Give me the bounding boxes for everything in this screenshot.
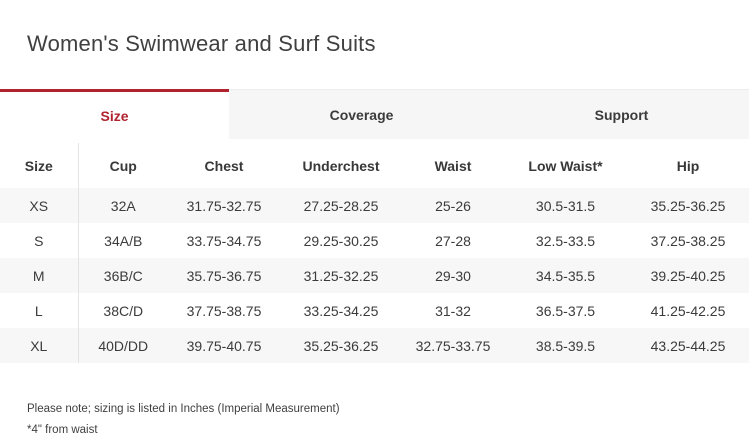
column-header-chest: Chest <box>204 157 244 174</box>
cell-hip: 43.25-44.25 <box>650 337 726 354</box>
table-row-xs: XS 32A 31.75-32.75 27.25-28.25 25-26 30.… <box>0 188 749 223</box>
column-header-cup: Cup <box>109 157 137 174</box>
column-header-waist: Waist <box>434 157 472 174</box>
cell-hip: 41.25-42.25 <box>650 302 726 319</box>
footnotes: Please note; sizing is listed in Inches … <box>27 399 749 440</box>
tab-bar: Size Coverage Support <box>0 89 749 139</box>
cell-cup: 38C/D <box>103 302 144 319</box>
tab-coverage[interactable]: Coverage <box>229 89 494 139</box>
table-header-row: Size Cup Chest Underchest Waist Low Wais… <box>0 143 749 188</box>
note-units: Please note; sizing is listed in Inches … <box>27 403 340 415</box>
note-low-waist: *4" from waist <box>27 424 98 436</box>
cell-underchest: 31.25-32.25 <box>303 267 379 284</box>
table-row-m: M 36B/C 35.75-36.75 31.25-32.25 29-30 34… <box>0 258 749 293</box>
tab-support[interactable]: Support <box>494 89 749 139</box>
column-header-size: Size <box>0 143 79 188</box>
cell-chest: 33.75-34.75 <box>186 232 262 249</box>
size-chart-table: Size Cup Chest Underchest Waist Low Wais… <box>0 143 749 363</box>
cell-underchest: 35.25-36.25 <box>303 337 379 354</box>
cell-chest: 35.75-36.75 <box>186 267 262 284</box>
cell-chest: 39.75-40.75 <box>186 337 262 354</box>
column-header-hip: Hip <box>676 157 700 174</box>
cell-size: XS <box>0 188 79 223</box>
table-row-s: S 34A/B 33.75-34.75 29.25-30.25 27-28 32… <box>0 223 749 258</box>
cell-hip: 37.25-38.25 <box>650 232 726 249</box>
cell-low-waist: 38.5-39.5 <box>535 337 596 354</box>
cell-size: M <box>0 258 79 293</box>
cell-cup: 32A <box>110 197 136 214</box>
cell-size: XL <box>0 328 79 363</box>
cell-underchest: 27.25-28.25 <box>303 197 379 214</box>
tab-size[interactable]: Size <box>0 89 229 139</box>
cell-waist: 25-26 <box>435 197 471 214</box>
cell-low-waist: 36.5-37.5 <box>535 302 596 319</box>
column-header-low-waist: Low Waist* <box>528 157 603 174</box>
cell-size: L <box>0 293 79 328</box>
cell-cup: 40D/DD <box>98 337 149 354</box>
cell-underchest: 33.25-34.25 <box>303 302 379 319</box>
cell-underchest: 29.25-30.25 <box>303 232 379 249</box>
cell-low-waist: 30.5-31.5 <box>535 197 596 214</box>
cell-low-waist: 32.5-33.5 <box>535 232 596 249</box>
cell-cup: 36B/C <box>103 267 143 284</box>
column-header-underchest: Underchest <box>302 157 380 174</box>
cell-chest: 37.75-38.75 <box>186 302 262 319</box>
cell-waist: 29-30 <box>435 267 471 284</box>
cell-cup: 34A/B <box>104 232 143 249</box>
cell-hip: 35.25-36.25 <box>650 197 726 214</box>
cell-hip: 39.25-40.25 <box>650 267 726 284</box>
cell-size: S <box>0 223 79 258</box>
cell-waist: 32.75-33.75 <box>415 337 491 354</box>
page-title: Women's Swimwear and Surf Suits <box>27 31 376 56</box>
cell-low-waist: 34.5-35.5 <box>535 267 596 284</box>
table-row-l: L 38C/D 37.75-38.75 33.25-34.25 31-32 36… <box>0 293 749 328</box>
cell-chest: 31.75-32.75 <box>186 197 262 214</box>
cell-waist: 27-28 <box>435 232 471 249</box>
cell-waist: 31-32 <box>435 302 471 319</box>
table-row-xl: XL 40D/DD 39.75-40.75 35.25-36.25 32.75-… <box>0 328 749 363</box>
